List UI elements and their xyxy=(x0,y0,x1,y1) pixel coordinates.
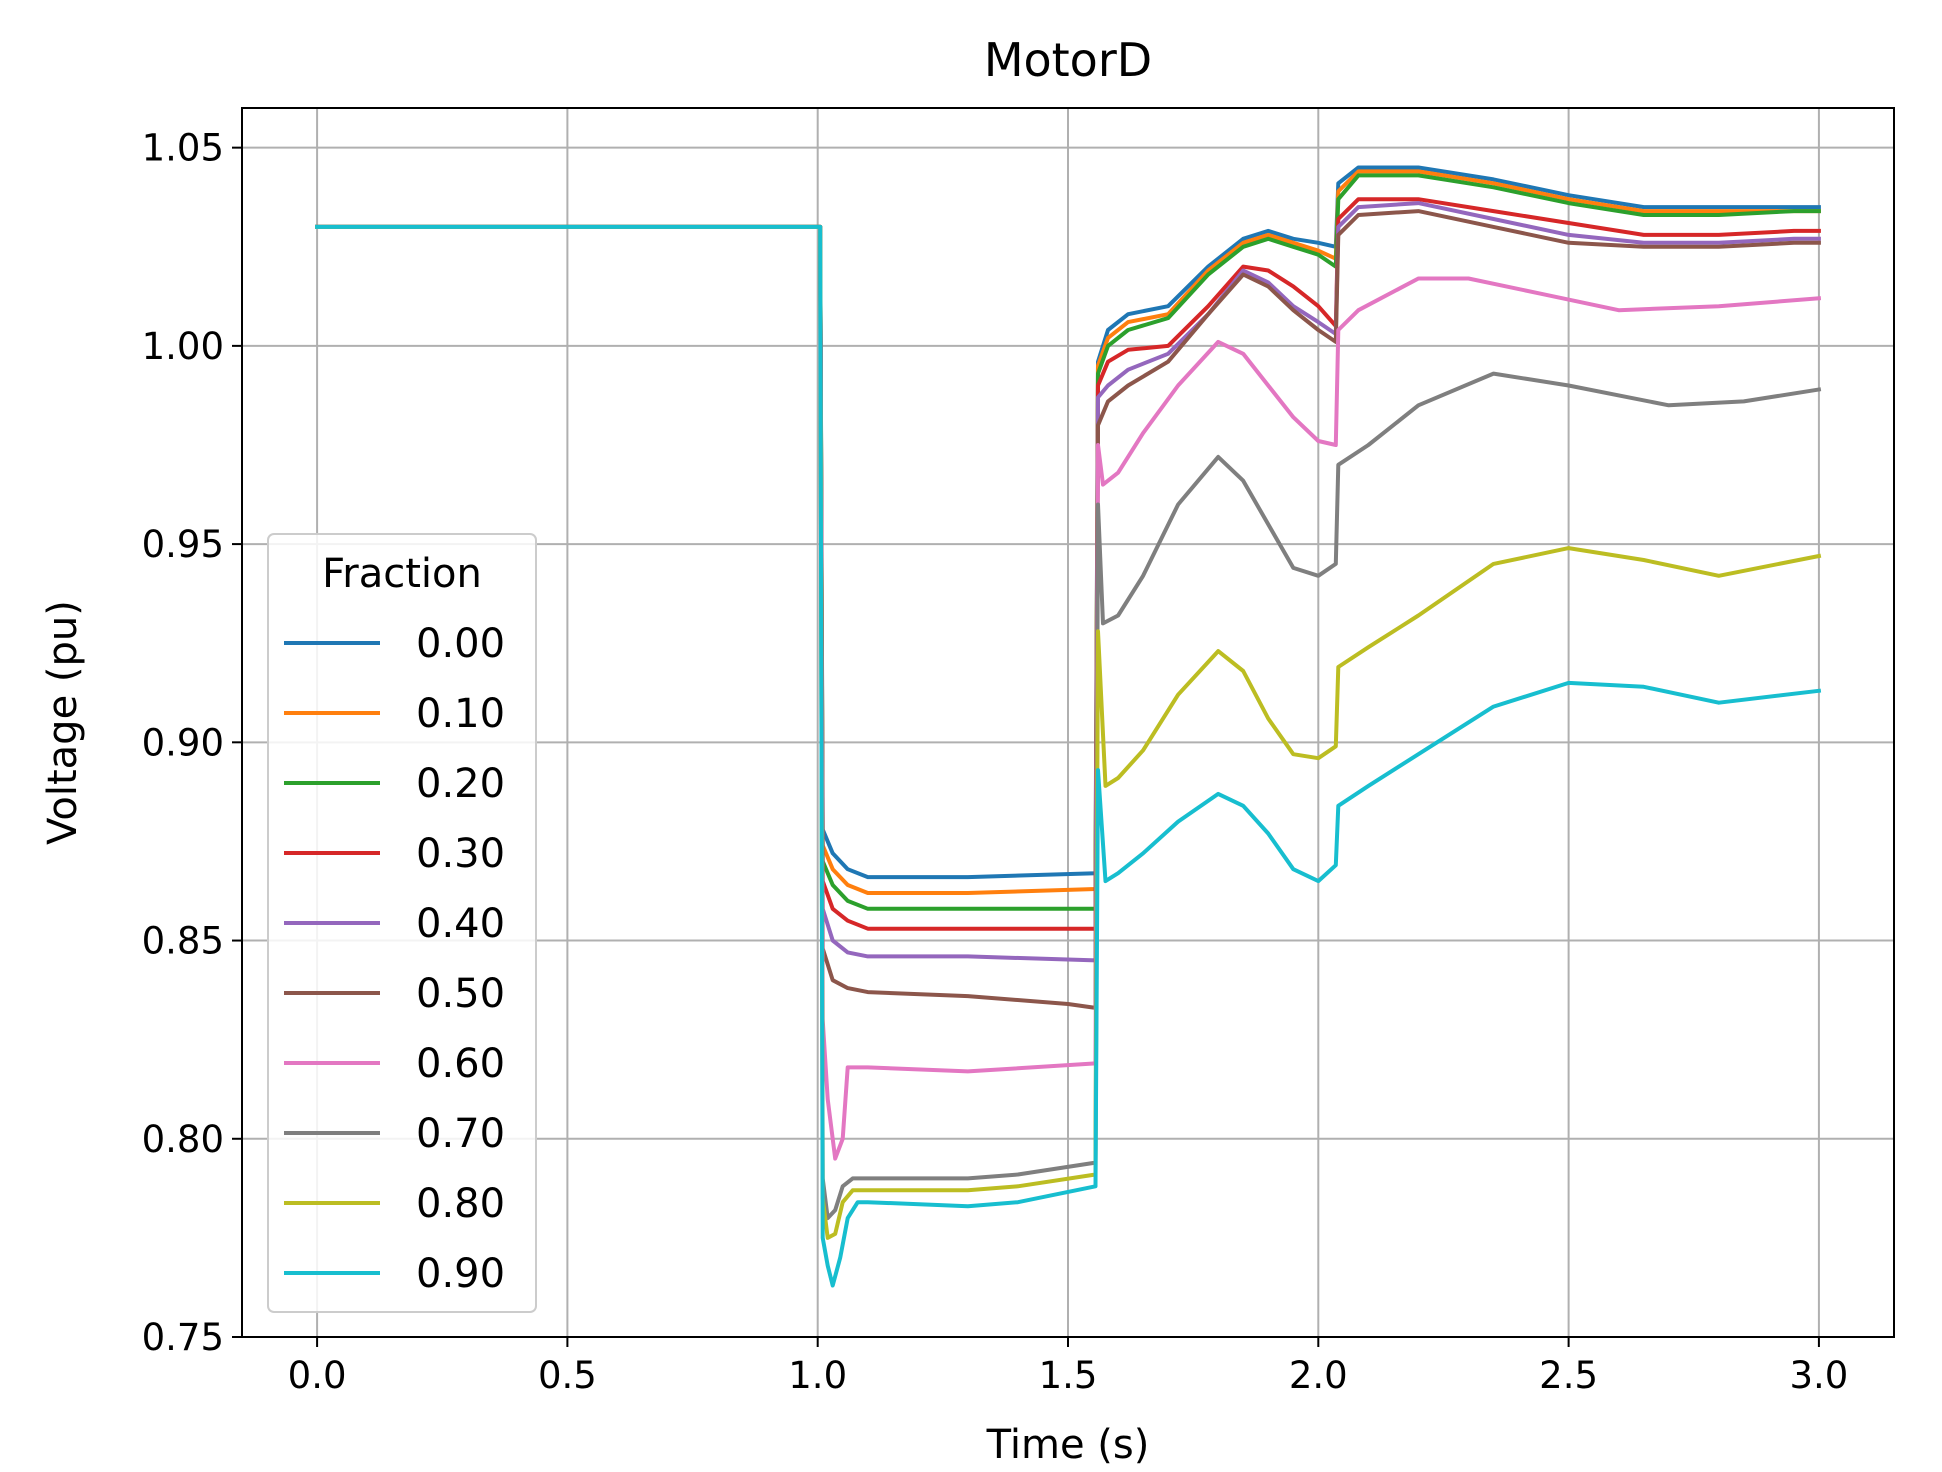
series-line-0.60 xyxy=(315,224,1822,1161)
x-tick-label: 3.0 xyxy=(1789,1354,1848,1397)
legend-label: 0.10 xyxy=(416,691,505,737)
series-lines xyxy=(315,165,1822,1288)
legend-entries: 0.00 0.10 0.20 0.30 0.40 0.50 0.60 0.70 0.80 0.90 xyxy=(284,621,505,1297)
chart-title: MotorD xyxy=(984,33,1152,87)
x-axis-title: Time (s) xyxy=(986,1422,1150,1468)
series-line-0.40 xyxy=(315,201,1821,963)
legend-title: Fraction xyxy=(322,551,482,597)
x-tick-label: 2.0 xyxy=(1289,1354,1348,1397)
legend-label: 0.50 xyxy=(416,971,505,1017)
legend-label: 0.00 xyxy=(416,621,505,667)
series-line-0.30 xyxy=(315,197,1821,931)
legend-label: 0.70 xyxy=(416,1111,505,1157)
legend-box xyxy=(267,533,537,1313)
legend-label: 0.90 xyxy=(416,1251,505,1297)
y-tick-label: 1.00 xyxy=(142,325,224,368)
series-line-0.80 xyxy=(315,224,1822,1240)
series-line-0.70 xyxy=(315,224,1822,1221)
series-line-0.20 xyxy=(315,173,1821,911)
y-tick-label: 0.90 xyxy=(142,721,224,764)
legend-label: 0.40 xyxy=(416,901,505,947)
series-line-0.90 xyxy=(315,224,1822,1288)
x-tick-label: 0.0 xyxy=(288,1354,347,1397)
series-line-0.50 xyxy=(315,209,1821,1010)
x-tick-label: 1.5 xyxy=(1039,1354,1098,1397)
series-line-0.00 xyxy=(315,165,1821,880)
series-line-0.10 xyxy=(315,169,1821,895)
legend-label: 0.20 xyxy=(416,761,505,807)
legend: Fraction 0.00 0.10 0.20 0.30 0.40 0.50 0.60 0.7… xyxy=(267,533,537,1313)
y-tick-label: 0.85 xyxy=(142,920,224,963)
y-tick-label: 0.75 xyxy=(142,1316,224,1359)
axis-ticks: 0.0 0.5 1.0 1.5 2.0 2.5 3.0 0.75 0.80 0.85 0.90 0.9… xyxy=(142,127,1849,1397)
y-axis-title: Voltage (pu) xyxy=(40,600,86,845)
y-tick-label: 0.80 xyxy=(142,1118,224,1161)
x-tick-label: 2.5 xyxy=(1539,1354,1598,1397)
y-tick-label: 0.95 xyxy=(142,523,224,566)
legend-label: 0.60 xyxy=(416,1041,505,1087)
x-tick-label: 0.5 xyxy=(538,1354,597,1397)
legend-label: 0.30 xyxy=(416,831,505,877)
y-tick-label: 1.05 xyxy=(142,127,224,170)
x-tick-label: 1.0 xyxy=(788,1354,847,1397)
legend-label: 0.80 xyxy=(416,1181,505,1227)
